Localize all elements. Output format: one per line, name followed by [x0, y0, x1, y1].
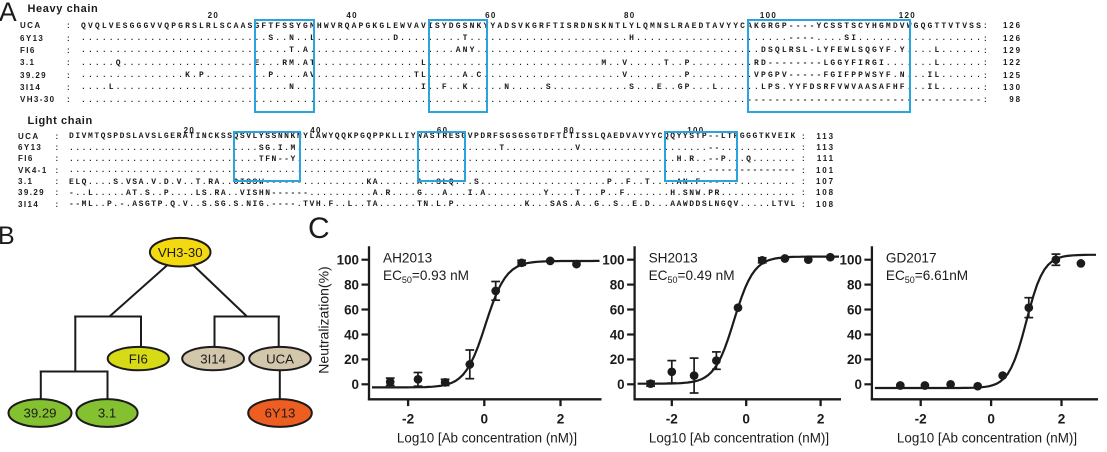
svg-text:100: 100	[337, 253, 359, 268]
svg-text:GD2017: GD2017	[886, 250, 937, 265]
svg-text:20: 20	[610, 352, 625, 367]
svg-text:80: 80	[847, 277, 862, 292]
svg-text:39.29: 39.29	[23, 406, 56, 421]
svg-text:2: 2	[557, 411, 565, 426]
svg-text:-2: -2	[915, 411, 928, 426]
svg-text:80: 80	[610, 277, 625, 292]
svg-text:SH2013: SH2013	[649, 250, 698, 265]
svg-text:0: 0	[742, 411, 750, 426]
svg-text:3.1: 3.1	[98, 406, 116, 421]
svg-text:20: 20	[344, 352, 359, 367]
svg-text:80: 80	[344, 277, 359, 292]
svg-text:40: 40	[847, 327, 862, 342]
svg-text:60: 60	[847, 302, 862, 317]
svg-text:EC50=6.61nM: EC50=6.61nM	[886, 268, 968, 285]
svg-text:-2: -2	[666, 411, 679, 426]
svg-text:3I14: 3I14	[200, 351, 226, 366]
svg-text:20: 20	[847, 352, 862, 367]
svg-text:EC50=0.93 nM: EC50=0.93 nM	[383, 268, 469, 285]
svg-text:100: 100	[602, 253, 624, 268]
svg-text:FI6: FI6	[129, 351, 148, 366]
svg-text:6Y13: 6Y13	[265, 406, 296, 421]
svg-text:UCA: UCA	[266, 351, 294, 366]
svg-text:Log10 [Ab concentration (nM)]: Log10 [Ab concentration (nM)]	[897, 431, 1077, 446]
svg-text:0: 0	[352, 377, 359, 392]
svg-text:40: 40	[344, 327, 359, 342]
svg-text:100: 100	[840, 253, 862, 268]
svg-text:60: 60	[610, 302, 625, 317]
svg-text:EC50=0.49 nM: EC50=0.49 nM	[649, 268, 735, 285]
svg-text:C: C	[308, 212, 330, 245]
svg-text:-2: -2	[402, 411, 415, 426]
svg-text:Log10 [Ab concentration (nM)]: Log10 [Ab concentration (nM)]	[649, 431, 829, 446]
svg-text:B: B	[0, 222, 15, 250]
svg-text:0: 0	[854, 377, 861, 392]
svg-text:2: 2	[1058, 411, 1066, 426]
svg-text:40: 40	[610, 327, 625, 342]
svg-text:0: 0	[987, 411, 995, 426]
svg-text:Log10 [Ab concentration (nM)]: Log10 [Ab concentration (nM)]	[397, 431, 577, 446]
svg-text:2: 2	[817, 411, 825, 426]
svg-text:60: 60	[344, 302, 359, 317]
svg-text:Neutralization(%): Neutralization(%)	[316, 266, 332, 373]
svg-text:0: 0	[481, 411, 489, 426]
svg-text:A: A	[0, 0, 17, 27]
svg-text:AH2013: AH2013	[383, 250, 432, 265]
svg-text:0: 0	[617, 377, 624, 392]
svg-text:VH3-30: VH3-30	[158, 245, 203, 260]
